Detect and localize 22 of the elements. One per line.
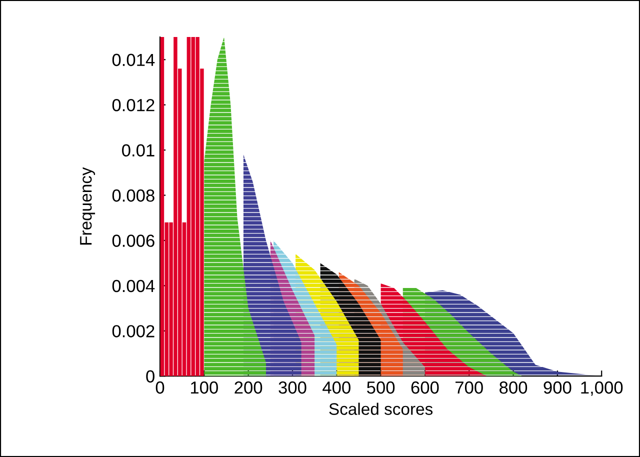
x-tick-label: 500 bbox=[367, 381, 395, 394]
x-tick-label: 1,000 bbox=[581, 381, 623, 396]
y-tick-label: 0.004 bbox=[112, 280, 155, 292]
x-tick-label: 300 bbox=[278, 381, 306, 394]
x-tick-label: 200 bbox=[234, 381, 262, 394]
y-tick-label: 0 bbox=[146, 370, 154, 383]
x-tick-label: 800 bbox=[500, 381, 528, 394]
x-tick-label: 400 bbox=[322, 381, 350, 394]
x-tick-label: 600 bbox=[411, 381, 439, 394]
y-tick-label: 0.006 bbox=[112, 234, 154, 247]
y-tick-label: 0.014 bbox=[112, 54, 155, 66]
x-tick-label: 900 bbox=[544, 381, 572, 394]
x-tick-label: 100 bbox=[191, 381, 218, 394]
x-tick-label: 700 bbox=[456, 381, 483, 394]
y-axis-title: Frequency bbox=[80, 167, 96, 245]
y-tick-label: 0.008 bbox=[112, 189, 154, 202]
bar bbox=[186, 37, 191, 376]
x-tick-label: 0 bbox=[156, 381, 164, 394]
y-tick-label: 0.01 bbox=[122, 144, 154, 157]
x-axis-title: Scaled scores bbox=[329, 402, 433, 415]
y-tick-label: 0.002 bbox=[112, 325, 154, 338]
y-tick-label: 0.012 bbox=[112, 99, 154, 112]
